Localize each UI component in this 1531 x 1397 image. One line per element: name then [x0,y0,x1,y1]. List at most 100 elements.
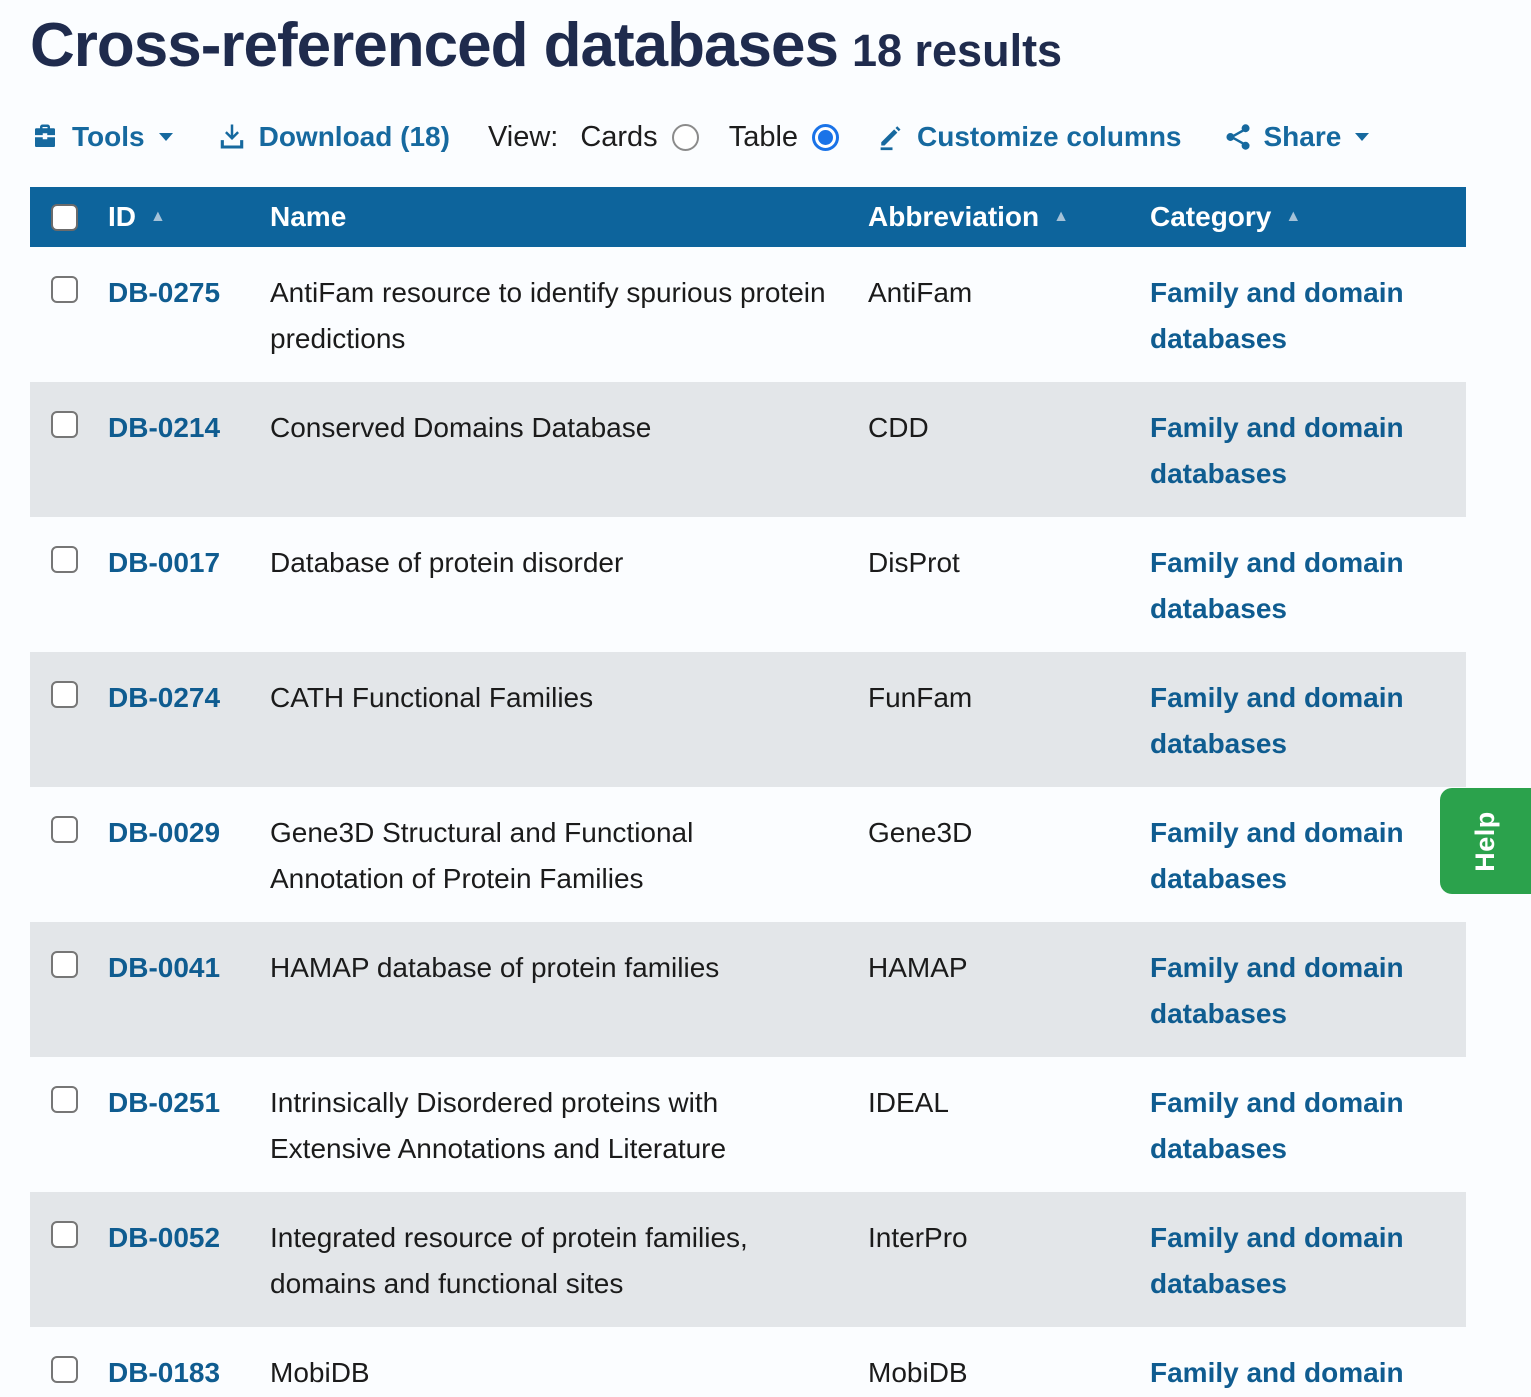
category-link[interactable]: Family and domain databases [1150,817,1404,894]
tools-button[interactable]: Tools [30,121,173,153]
sort-asc-icon[interactable]: ▲ [1053,208,1069,225]
view-table-label: Table [728,120,799,153]
row-name-cell: MobiDB [270,1357,370,1388]
row-name-cell: Database of protein disorder [270,547,624,578]
help-button-label: Help [1469,810,1500,872]
page-title-text: Cross-referenced databases [30,11,839,80]
row-checkbox[interactable] [51,411,78,438]
row-id-cell: DB-0052 [108,1215,270,1261]
table-row: DB-0275 AntiFam resource to identify spu… [30,247,1466,382]
row-checkbox-cell [30,675,108,708]
column-header-id-label: ID [108,201,136,232]
row-id-cell: DB-0183 [108,1350,270,1396]
row-category-cell: Family and domain databases [1150,675,1466,767]
results-count: 18 results [851,25,1063,76]
row-name-cell: Conserved Domains Database [270,412,652,443]
column-header-abbreviation[interactable]: Abbreviation ▲ [868,201,1150,233]
database-id-link[interactable]: DB-0274 [108,682,221,713]
category-link[interactable]: Family and domain databases [1150,547,1404,624]
share-label: Share [1263,121,1342,152]
toolbox-icon [30,122,60,152]
row-id-cell: DB-0029 [108,810,270,856]
view-cards-option[interactable]: Cards [580,120,699,154]
category-link[interactable]: Family and domain databases [1150,1357,1404,1388]
row-id-cell: DB-0274 [108,675,270,721]
category-link[interactable]: Family and domain databases [1150,1087,1404,1164]
table-row: DB-0029 Gene3D Structural and Functional… [30,787,1466,922]
customize-columns-button[interactable]: Customize columns [875,121,1182,153]
row-checkbox[interactable] [51,1356,78,1383]
category-link[interactable]: Family and domain databases [1150,412,1404,489]
table-body: DB-0275 AntiFam resource to identify spu… [30,247,1466,1397]
row-id-cell: DB-0251 [108,1080,270,1126]
row-checkbox[interactable] [51,1086,78,1113]
view-cards-radio[interactable] [671,123,699,151]
column-header-id[interactable]: ID ▲ [108,201,270,233]
row-category-cell: Family and domain databases [1150,1350,1466,1397]
row-checkbox-cell [30,1080,108,1113]
row-name-cell: AntiFam resource to identify spurious pr… [270,277,826,354]
column-header-name[interactable]: Name [270,201,868,233]
database-id-link[interactable]: DB-0041 [108,952,221,983]
table-row: DB-0251 Intrinsically Disordered protein… [30,1057,1466,1192]
row-id-cell: DB-0214 [108,405,270,451]
tools-label: Tools [72,121,145,152]
download-button[interactable]: Download (18) [217,121,450,153]
category-link[interactable]: Family and domain databases [1150,682,1404,759]
page-title: Cross-referenced databases 18 results [30,8,1531,89]
row-name-cell: Intrinsically Disordered proteins with E… [270,1087,727,1164]
share-icon [1224,123,1252,151]
row-id-cell: DB-0041 [108,945,270,991]
database-id-link[interactable]: DB-0052 [108,1222,221,1253]
row-checkbox[interactable] [51,681,78,708]
sort-asc-icon[interactable]: ▲ [150,208,166,225]
database-id-link[interactable]: DB-0275 [108,277,221,308]
row-id-cell: DB-0017 [108,540,270,586]
database-id-link[interactable]: DB-0017 [108,547,221,578]
table-row: DB-0183 MobiDB MobiDB Family and domain … [30,1327,1466,1397]
row-abbreviation-cell: InterPro [868,1222,968,1253]
database-id-link[interactable]: DB-0251 [108,1087,221,1118]
column-header-category-label: Category [1150,201,1272,232]
row-checkbox-cell [30,1215,108,1248]
row-checkbox-cell [30,540,108,573]
results-table: ID ▲ Name Abbreviation ▲ Category ▲ D [30,187,1466,1397]
row-checkbox-cell [30,945,108,978]
row-abbreviation-cell: HAMAP [868,952,968,983]
database-id-link[interactable]: DB-0029 [108,817,221,848]
sort-asc-icon[interactable]: ▲ [1285,208,1302,225]
help-button[interactable]: Help [1440,788,1531,894]
row-checkbox-cell [30,1350,108,1383]
category-link[interactable]: Family and domain databases [1150,277,1404,354]
table-row: DB-0017 Database of protein disorder Dis… [30,517,1466,652]
row-abbreviation-cell: MobiDB [868,1357,968,1388]
row-checkbox[interactable] [51,951,78,978]
row-checkbox[interactable] [51,546,78,573]
row-abbreviation-cell: Gene3D [868,817,973,848]
row-abbreviation-cell: FunFam [868,682,973,713]
column-header-abbreviation-label: Abbreviation [868,201,1040,232]
download-label: Download (18) [258,121,450,152]
view-table-radio[interactable] [812,123,840,151]
view-label: View: [487,120,559,153]
database-id-link[interactable]: DB-0214 [108,412,221,443]
row-checkbox[interactable] [51,276,78,303]
row-category-cell: Family and domain databases [1150,1080,1466,1172]
view-table-option[interactable]: Table [728,120,840,154]
category-link[interactable]: Family and domain databases [1150,1222,1404,1299]
column-header-category[interactable]: Category ▲ [1150,201,1466,233]
row-checkbox[interactable] [51,1221,78,1248]
category-link[interactable]: Family and domain databases [1150,952,1404,1029]
table-header-row: ID ▲ Name Abbreviation ▲ Category ▲ [30,187,1466,247]
row-id-cell: DB-0275 [108,270,270,316]
table-row: DB-0214 Conserved Domains Database CDD F… [30,382,1466,517]
share-button[interactable]: Share [1224,121,1370,153]
database-id-link[interactable]: DB-0183 [108,1357,221,1388]
row-category-cell: Family and domain databases [1150,810,1466,902]
select-all-checkbox[interactable] [51,203,78,231]
row-checkbox[interactable] [51,816,78,843]
view-cards-label: Cards [580,120,658,153]
row-category-cell: Family and domain databases [1150,270,1466,362]
chevron-down-icon [158,133,173,141]
